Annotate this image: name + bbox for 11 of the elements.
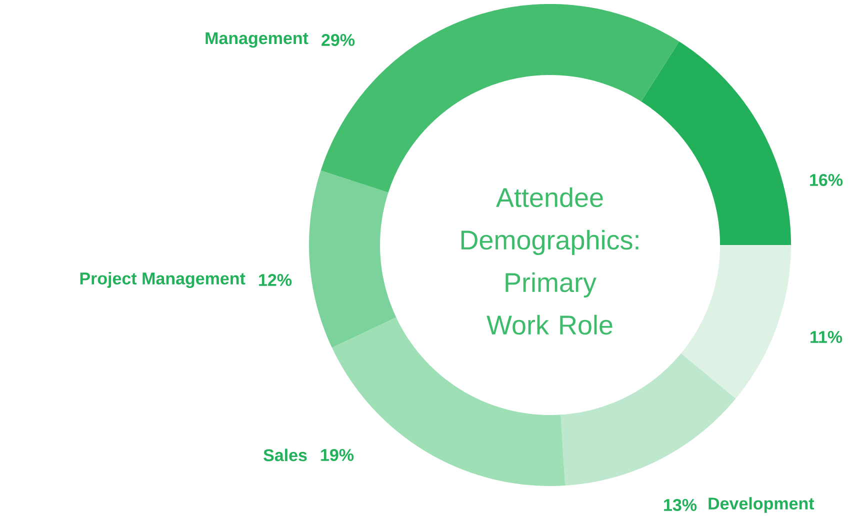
slice-label: Development	[708, 497, 814, 513]
slice-label: Sales	[264, 448, 307, 462]
data-label: 29%	[322, 34, 355, 46]
text: Attendee Demographics: Primary Work Role	[461, 187, 638, 335]
data-label: 11%	[810, 331, 842, 343]
slice-label: Project Management	[80, 272, 246, 288]
slice-label: Management	[206, 32, 308, 48]
data-label: 19%	[321, 448, 354, 462]
data-label: 16%	[810, 174, 843, 186]
data-label: 13%	[664, 498, 697, 512]
data-label: 12%	[259, 274, 292, 286]
